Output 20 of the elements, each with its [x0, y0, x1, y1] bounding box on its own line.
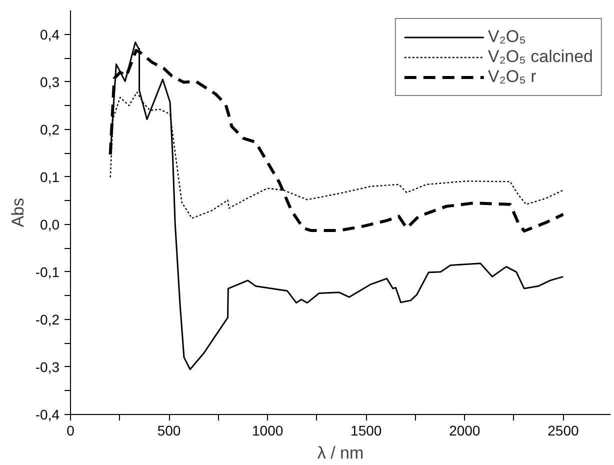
y-tick-label: -0,4: [35, 406, 60, 422]
y-tick-label: 0,3: [40, 74, 60, 90]
x-tick-label: 1000: [252, 422, 284, 438]
y-tick-label: 0,0: [40, 216, 60, 232]
legend-label: V₂O₅ calcined: [488, 47, 593, 67]
y-tick-label: -0,3: [35, 358, 60, 375]
y-tick-label: 0,4: [40, 26, 60, 42]
y-tick-label: -0,1: [35, 264, 60, 280]
y-tick-label: 0,2: [40, 121, 60, 138]
x-tick-label: 2000: [449, 422, 480, 438]
x-tick-label: 500: [157, 422, 181, 438]
legend-label: V₂O₅: [488, 27, 526, 47]
x-tick-label: 1500: [350, 422, 382, 438]
x-tick-label: 2500: [548, 422, 579, 438]
x-axis-title: λ / nm: [317, 444, 364, 462]
y-tick-label: -0,2: [35, 311, 60, 328]
x-tick-label: 0: [66, 422, 75, 438]
y-axis-title: Abs: [8, 198, 28, 228]
y-tick-label: 0,1: [40, 168, 60, 185]
legend-label: V₂O₅ r: [488, 67, 536, 87]
